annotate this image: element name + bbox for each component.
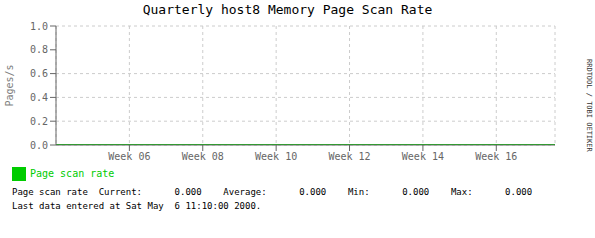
svg-text:0.2: 0.2 [30, 116, 48, 127]
svg-text:Pages/s: Pages/s [8, 64, 15, 106]
svg-text:0.4: 0.4 [30, 92, 48, 103]
svg-text:Week 10: Week 10 [255, 151, 297, 162]
html-text:Quarterly host8 Memory Page Sc: Quarterly host8 Memory Page Scan Rate [142, 2, 433, 17]
svg-text:1.0: 1.0 [30, 21, 48, 32]
svg-text:Week 12: Week 12 [328, 151, 370, 162]
svg-text:0.0: 0.0 [30, 140, 48, 151]
html-text:Last data entered at Sat May 6: Last data entered at Sat May 6 11:10:00 … [12, 201, 262, 211]
svg-text:Week 16: Week 16 [475, 151, 517, 162]
html-text:Page scan rate: Page scan rate [30, 168, 115, 179]
html-text:Page scan rate Current: 0.000: Page scan rate Current: 0.000 Average: 0… [12, 187, 533, 197]
html-text:RRDTOOL / TOBI OETIKER: RRDTOOL / TOBI OETIKER [585, 58, 593, 152]
svg-text:0.6: 0.6 [30, 68, 48, 79]
svg-text:Week 14: Week 14 [402, 151, 444, 162]
svg-text:Week 06: Week 06 [108, 151, 150, 162]
svg-text:0.8: 0.8 [30, 44, 48, 55]
svg-text:Week 08: Week 08 [182, 151, 224, 162]
